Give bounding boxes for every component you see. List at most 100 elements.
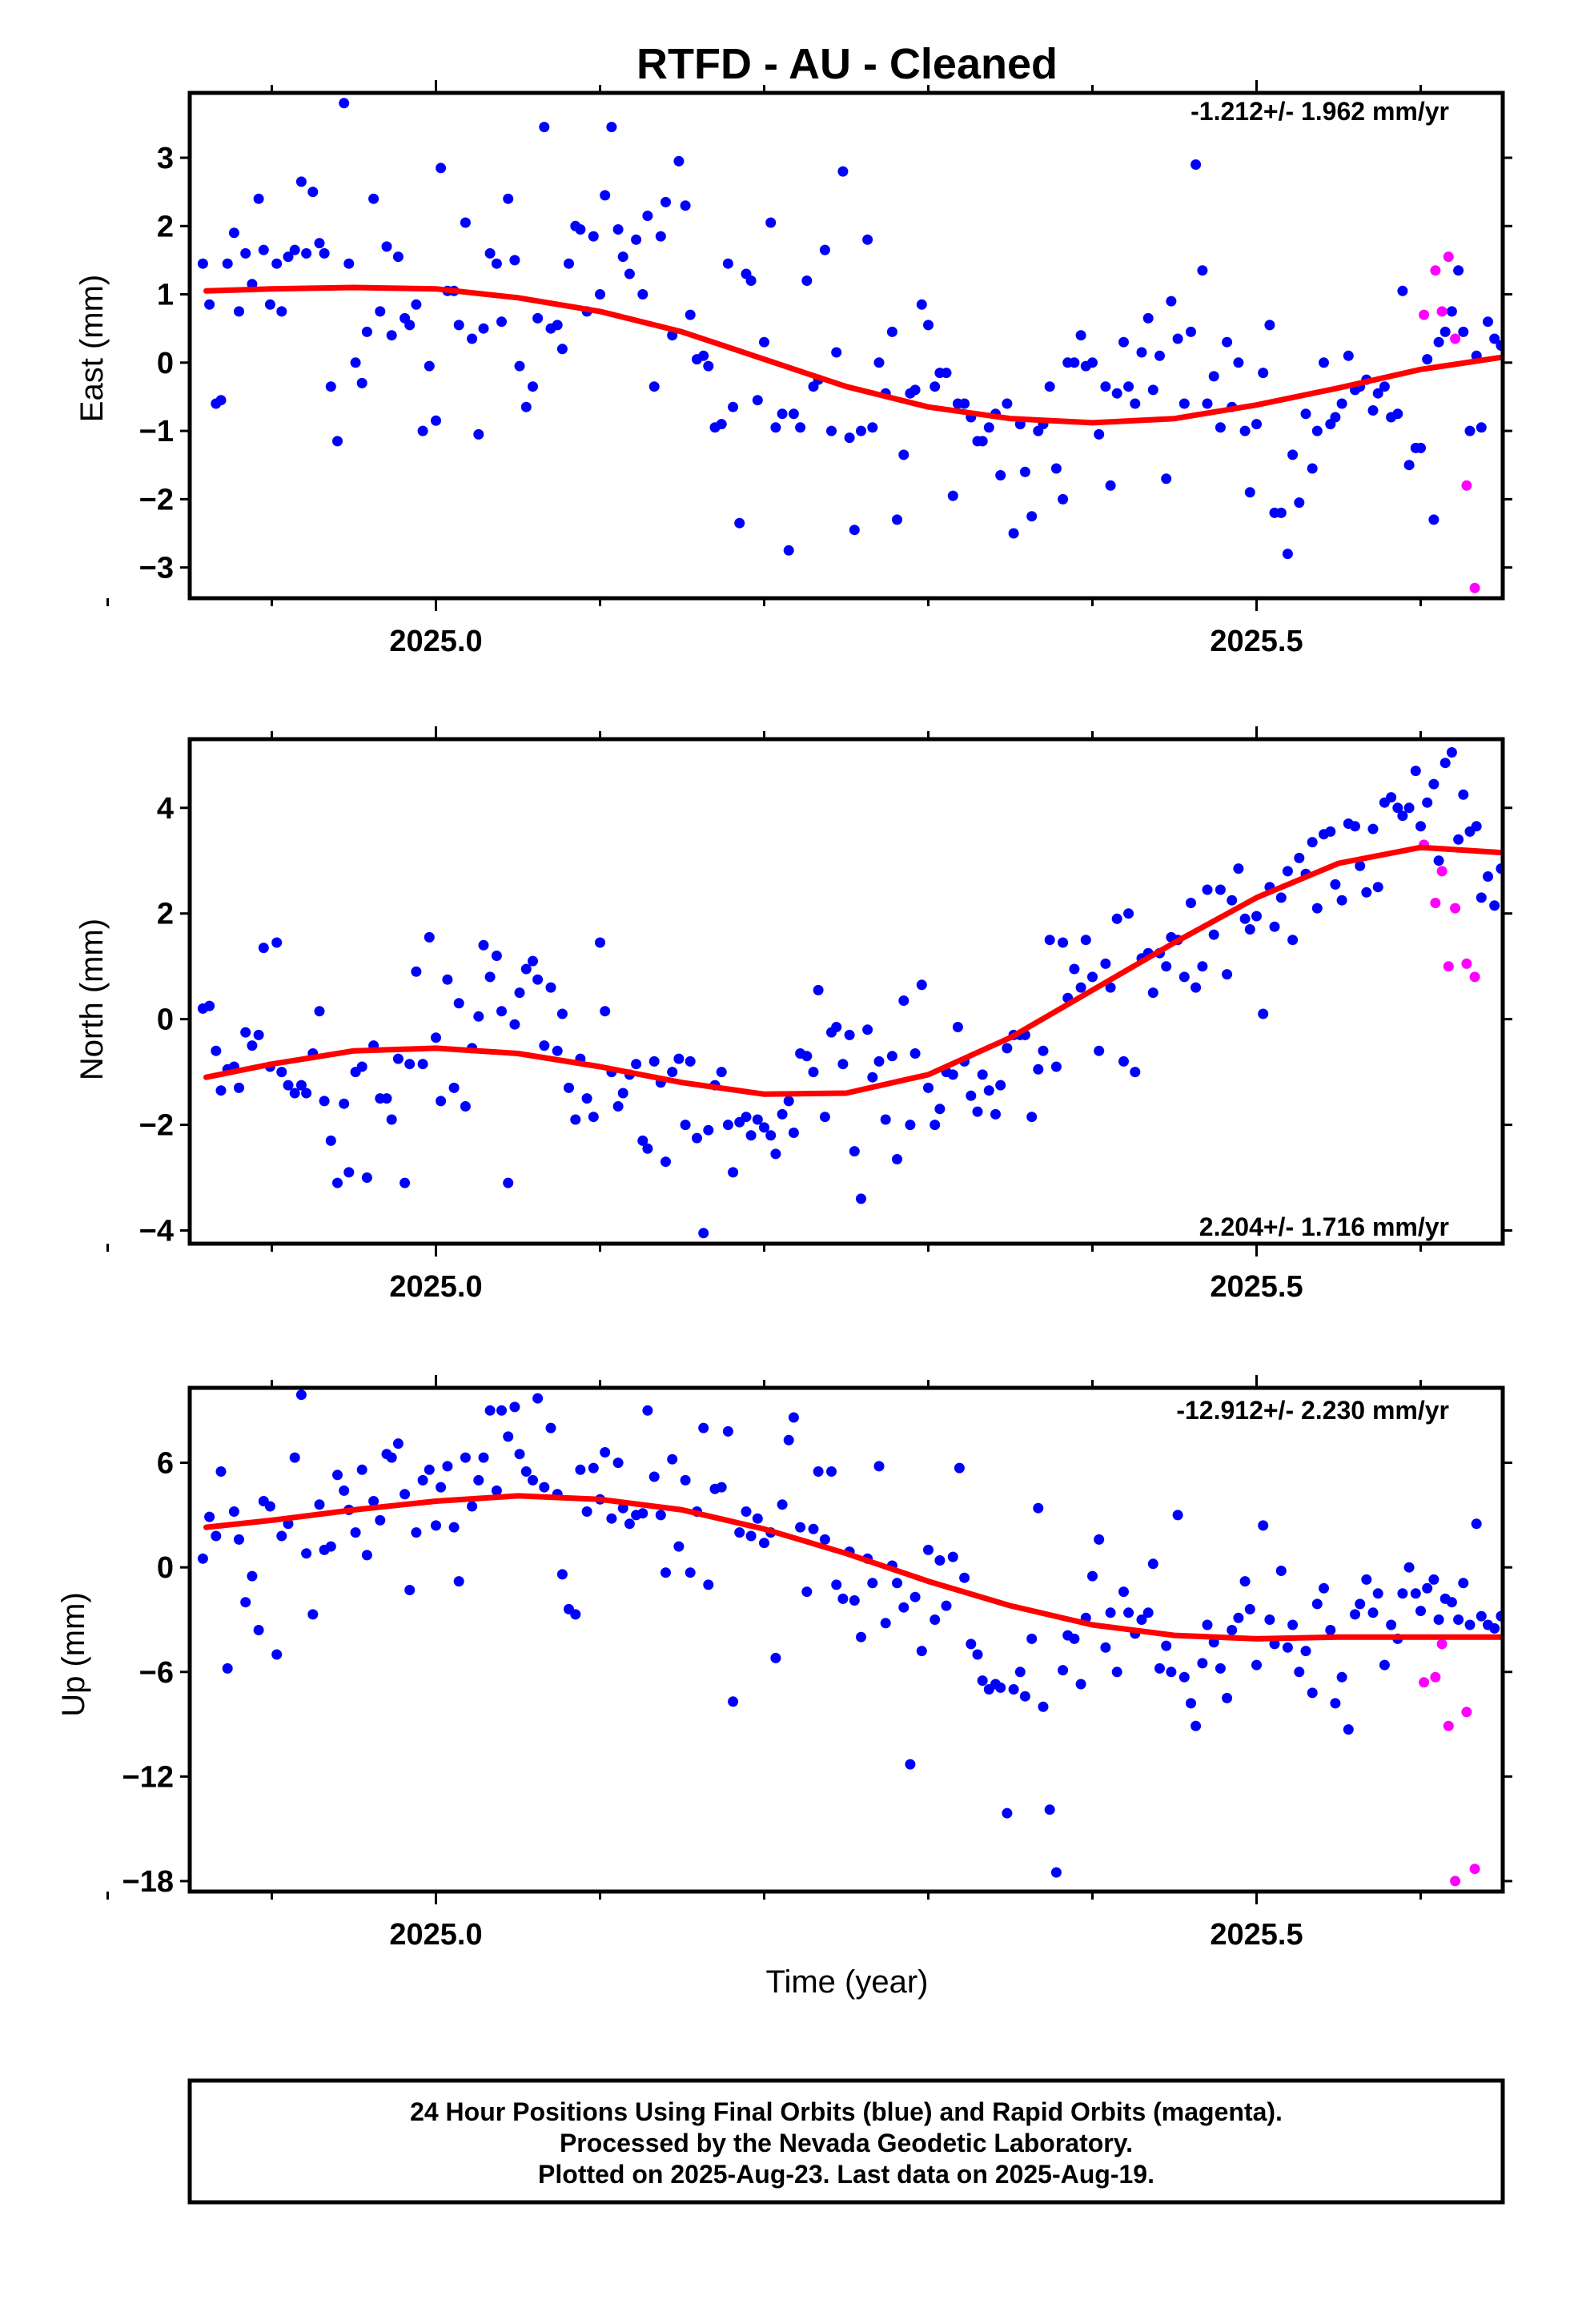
east-final-point <box>826 425 837 436</box>
east-final-point <box>1147 384 1158 396</box>
north-final-point <box>661 1156 671 1168</box>
north-final-point <box>837 1059 849 1070</box>
east-final-point <box>734 517 745 529</box>
up-final-point <box>617 1502 628 1514</box>
up-final-point <box>271 1649 283 1660</box>
north-final-point <box>1123 908 1134 919</box>
up-final-point <box>581 1506 592 1517</box>
north-final-point <box>289 1088 300 1099</box>
north-final-point <box>867 1072 878 1083</box>
east-rapid-point <box>1436 306 1447 317</box>
up-final-point <box>1050 1867 1062 1878</box>
north-final-point <box>905 1120 916 1131</box>
east-final-point <box>539 122 550 133</box>
east-final-point <box>1130 398 1141 409</box>
up-final-point <box>934 1555 946 1566</box>
up-final-point <box>264 1501 275 1512</box>
up-final-point <box>467 1501 478 1512</box>
east-final-point <box>1069 357 1080 368</box>
up-final-point <box>1520 1526 1531 1536</box>
up-final-point <box>211 1530 222 1542</box>
east-final-point <box>361 326 372 337</box>
north-final-point <box>692 1132 702 1144</box>
up-final-point <box>703 1579 714 1590</box>
north-final-point <box>1191 982 1202 993</box>
north-xtick-label: 2025.5 <box>1210 1270 1303 1304</box>
east-ytick-label: −1 <box>139 415 174 448</box>
east-final-point <box>478 323 489 334</box>
up-rapid-point <box>1450 1876 1461 1887</box>
up-final-point <box>1215 1663 1226 1674</box>
north-final-point <box>1446 747 1457 758</box>
east-final-point <box>1275 507 1287 518</box>
east-final-point <box>1330 412 1341 423</box>
east-final-point <box>491 258 502 269</box>
east-final-point <box>460 217 471 228</box>
up-final-point <box>1222 1692 1233 1703</box>
east-final-point <box>1008 528 1019 539</box>
north-final-point <box>886 1051 897 1062</box>
north-final-point <box>1372 882 1383 893</box>
north-final-point <box>1556 932 1567 943</box>
east-final-point <box>1300 408 1311 420</box>
north-final-point <box>1087 971 1098 983</box>
up-final-point <box>1325 1625 1336 1635</box>
north-ylabel: North (mm) <box>74 919 110 1080</box>
east-final-point <box>947 490 958 501</box>
up-final-point <box>959 1572 970 1583</box>
up-final-point <box>1275 1566 1287 1576</box>
up-final-point <box>1453 1614 1464 1625</box>
up-final-point <box>1350 1609 1360 1620</box>
east-final-point <box>1379 381 1390 392</box>
up-final-point <box>856 1631 866 1642</box>
east-final-point <box>1251 419 1262 430</box>
up-final-point <box>1147 1558 1158 1570</box>
up-final-point <box>770 1652 781 1663</box>
north-final-point <box>1227 895 1238 906</box>
up-final-point <box>1575 1754 1582 1764</box>
up-rapid-point <box>1461 1707 1472 1718</box>
north-axes-frame <box>187 737 1505 1246</box>
up-final-point <box>1410 1588 1421 1599</box>
east-rapid-point <box>1430 265 1441 276</box>
north-final-point <box>460 1101 471 1112</box>
up-final-point <box>819 1534 830 1545</box>
east-final-point <box>617 251 628 263</box>
up-final-point <box>777 1499 788 1510</box>
north-final-point <box>1458 789 1469 800</box>
east-final-point <box>575 224 586 235</box>
up-final-point <box>728 1696 739 1707</box>
north-final-point <box>431 1032 441 1043</box>
east-final-point <box>1186 326 1196 337</box>
up-final-point <box>1307 1687 1318 1699</box>
up-final-point <box>400 1489 411 1500</box>
north-final-point <box>977 1069 988 1080</box>
north-final-point <box>966 1090 977 1101</box>
east-final-point <box>1044 381 1055 392</box>
up-final-point <box>673 1541 685 1552</box>
north-final-point <box>680 1120 691 1131</box>
up-final-point <box>1014 1667 1026 1678</box>
north-final-point <box>1002 1043 1013 1054</box>
north-final-point <box>283 1080 294 1091</box>
east-final-point <box>431 415 441 426</box>
north-final-point <box>617 1088 628 1099</box>
east-final-point <box>673 155 685 167</box>
north-final-point <box>271 937 283 948</box>
east-final-point <box>234 306 244 317</box>
east-final-point <box>1397 285 1408 296</box>
east-final-point <box>862 234 873 245</box>
east-final-point <box>556 344 568 355</box>
east-final-point <box>1058 493 1069 505</box>
north-final-point <box>453 998 464 1009</box>
north-final-point <box>844 1029 855 1040</box>
up-final-point <box>1239 1576 1251 1587</box>
east-final-point <box>240 247 251 259</box>
up-final-point <box>947 1551 958 1562</box>
north-final-point <box>947 1069 958 1080</box>
north-final-point <box>564 1082 574 1093</box>
north-final-point <box>496 1006 507 1017</box>
north-final-point <box>1307 837 1318 848</box>
east-final-point <box>1464 425 1476 436</box>
north-ytick-label: −4 <box>139 1215 174 1248</box>
